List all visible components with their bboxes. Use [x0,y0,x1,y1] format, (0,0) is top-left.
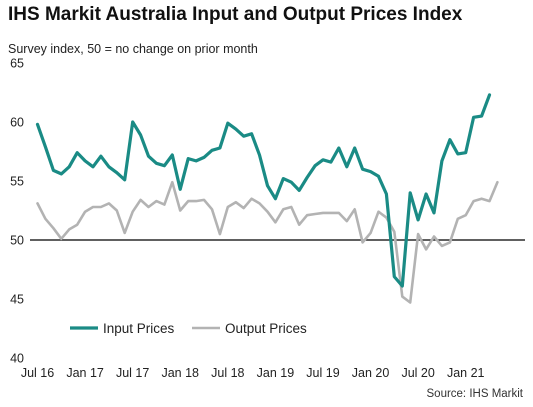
y-tick-label: 55 [10,175,24,189]
legend-label: Input Prices [103,321,175,336]
x-tick-label: Jan 18 [161,366,199,380]
x-tick-label: Jan 17 [66,366,104,380]
chart-title: IHS Markit Australia Input and Output Pr… [8,4,463,25]
legend-label: Output Prices [225,321,307,336]
legend: Input Prices Output Prices [70,321,307,336]
series-line-output-prices [36,180,499,304]
y-tick-label: 45 [10,293,24,307]
x-axis: Jul 16 Jan 17 Jul 17 Jan 18 Jul 18 Jan 19 Jul … [21,366,485,380]
y-tick-label: 60 [10,116,24,130]
series-group [35,93,499,304]
x-tick-label: Jul 17 [116,366,149,380]
y-tick-label: 50 [10,234,24,248]
chart-subtitle: Survey index, 50 = no change on prior mo… [8,42,258,56]
y-tick-label: 65 [10,57,24,71]
legend-item-input-prices: Input Prices [70,321,175,336]
x-tick-label: Jul 16 [21,366,54,380]
x-tick-label: Jul 18 [211,366,244,380]
y-axis: 40 45 50 55 60 65 [10,57,24,366]
x-tick-label: Jan 21 [447,366,485,380]
x-tick-label: Jul 20 [401,366,434,380]
x-tick-label: Jul 19 [306,366,339,380]
x-tick-label: Jan 20 [352,366,390,380]
legend-item-output-prices: Output Prices [192,321,307,336]
y-tick-label: 40 [10,352,24,366]
x-tick-label: Jan 19 [257,366,295,380]
series-line-input-prices [35,93,492,288]
source-note: Source: IHS Markit [426,388,524,400]
